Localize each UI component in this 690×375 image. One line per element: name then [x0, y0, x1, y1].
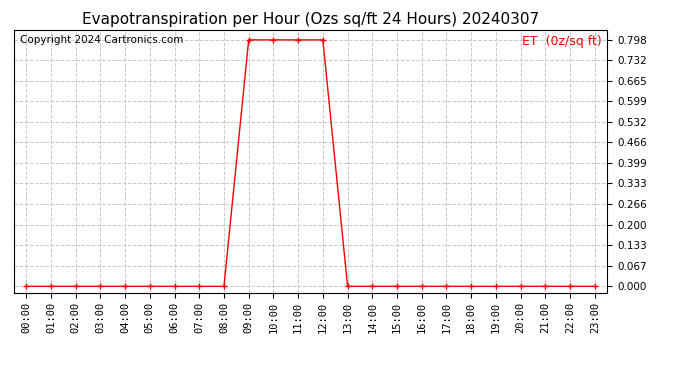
- Text: Copyright 2024 Cartronics.com: Copyright 2024 Cartronics.com: [20, 35, 183, 45]
- Text: ET  (0z/sq ft): ET (0z/sq ft): [522, 35, 601, 48]
- Title: Evapotranspiration per Hour (Ozs sq/ft 24 Hours) 20240307: Evapotranspiration per Hour (Ozs sq/ft 2…: [82, 12, 539, 27]
